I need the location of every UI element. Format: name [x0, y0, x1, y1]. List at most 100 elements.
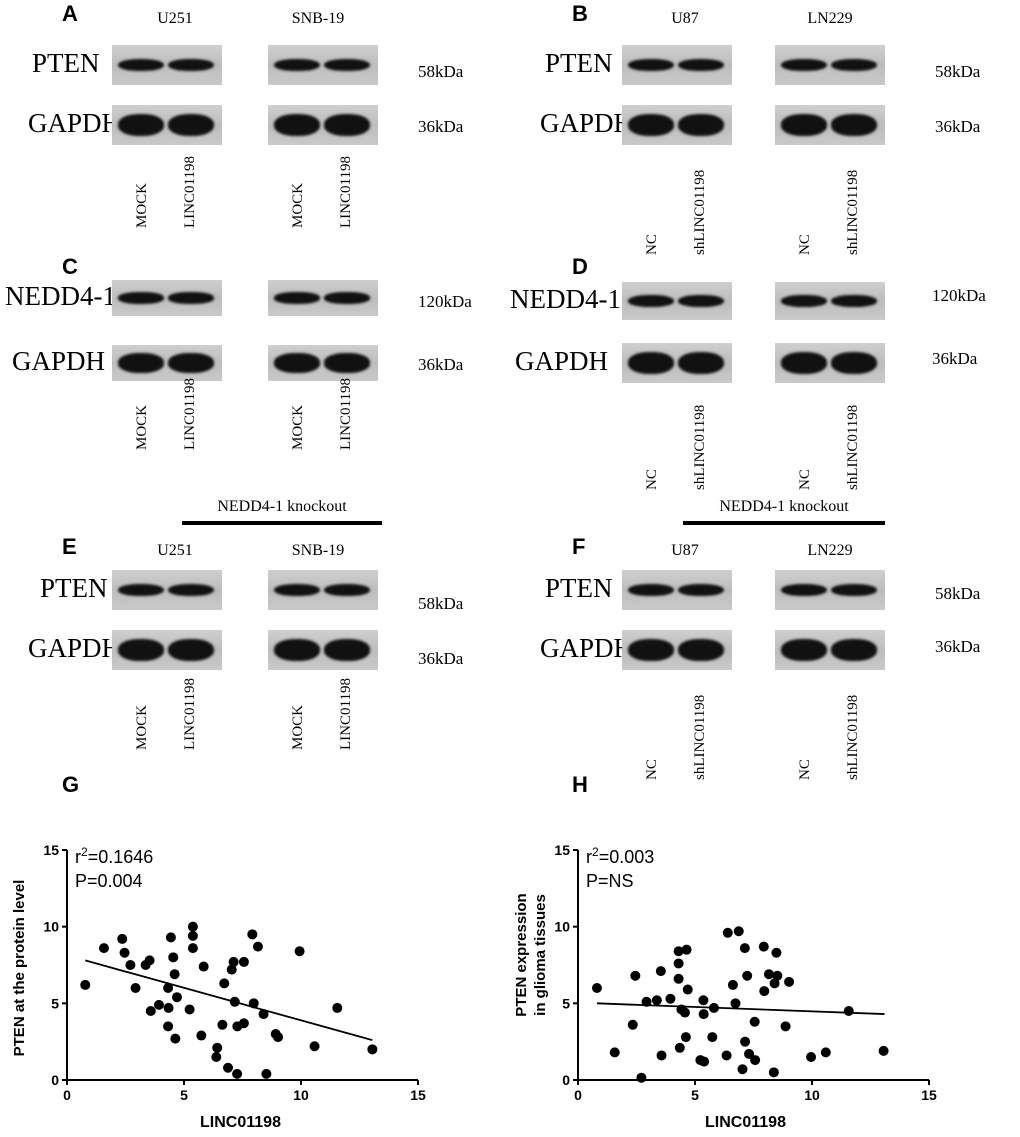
- data-point: [749, 1016, 760, 1027]
- protein-band: [628, 294, 674, 308]
- data-point: [737, 1064, 748, 1075]
- x-tick-label: 5: [691, 1087, 699, 1103]
- data-point: [228, 956, 239, 967]
- data-point: [232, 1068, 243, 1079]
- protein-band: [831, 639, 877, 661]
- cell-line-label: U251: [157, 542, 193, 559]
- data-point: [740, 1036, 751, 1047]
- scatter-chart-G: 0 5 10 15 0 5 10 15 LINC01198 PTEN at the protein…: [11, 842, 426, 1131]
- data-point: [730, 998, 741, 1009]
- data-point: [261, 1068, 272, 1079]
- data-point: [758, 941, 769, 952]
- y-tick-label: 15: [43, 842, 59, 858]
- data-point: [784, 976, 795, 987]
- x-tick-label: 5: [180, 1087, 188, 1103]
- protein-label: GAPDH: [540, 633, 634, 663]
- protein-band: [678, 58, 724, 72]
- protein-band: [678, 639, 724, 661]
- y-tick-label: 10: [43, 919, 59, 935]
- data-point: [698, 1009, 709, 1020]
- data-point: [772, 970, 783, 981]
- protein-band: [118, 58, 164, 72]
- protein-band: [118, 583, 164, 597]
- data-point: [130, 983, 141, 993]
- data-point: [187, 930, 198, 941]
- protein-band: [168, 292, 214, 304]
- panel-label-F: F: [572, 534, 586, 559]
- protein-band: [831, 114, 877, 136]
- p-value-annotation: P=NS: [586, 871, 634, 891]
- data-point: [820, 1047, 831, 1058]
- cell-line-label: U251: [157, 10, 193, 27]
- protein-band: [831, 583, 877, 597]
- protein-label: GAPDH: [515, 346, 609, 376]
- y-tick-label: 5: [51, 995, 59, 1011]
- protein-label: GAPDH: [540, 108, 634, 138]
- protein-band: [168, 114, 214, 136]
- protein-band: [168, 58, 214, 72]
- data-point: [170, 1033, 181, 1044]
- data-point: [168, 952, 179, 963]
- data-point: [673, 973, 684, 984]
- cell-line-label: SNB-19: [291, 10, 345, 27]
- protein-band: [168, 639, 214, 661]
- y-tick-label: 0: [51, 1072, 59, 1088]
- y-axis-title: PTEN expression: [513, 893, 530, 1016]
- data-point: [187, 943, 198, 954]
- y-tick-label: 0: [562, 1072, 570, 1088]
- molecular-weight-label: 36kDa: [935, 637, 981, 656]
- scatter-chart-H: 0 5 10 15 0 5 10 15 LINC01198 PTEN expression in g…: [513, 842, 937, 1131]
- protein-label: PTEN: [32, 48, 100, 78]
- data-point: [630, 970, 641, 981]
- protein-band: [274, 639, 320, 661]
- data-point: [144, 955, 155, 966]
- x-tick-label: 0: [574, 1087, 582, 1103]
- data-point: [744, 1048, 755, 1059]
- data-point: [367, 1044, 378, 1055]
- data-point: [184, 1004, 195, 1015]
- data-point: [769, 978, 780, 989]
- data-point: [196, 1030, 207, 1041]
- data-point: [681, 944, 692, 955]
- cell-line-label: LN229: [807, 10, 853, 27]
- protein-band: [324, 583, 370, 597]
- data-point: [636, 1072, 647, 1083]
- data-point: [878, 1045, 889, 1056]
- protein-label: PTEN: [40, 573, 108, 603]
- panel-label-G: G: [62, 772, 80, 797]
- data-point: [217, 1019, 228, 1030]
- r-squared-annotation: r2=0.003: [586, 845, 654, 867]
- x-axis-title: LINC01198: [705, 1114, 786, 1131]
- data-point: [707, 1032, 718, 1043]
- data-point: [742, 970, 753, 981]
- data-point: [759, 986, 770, 997]
- data-point: [699, 1056, 710, 1067]
- protein-band: [324, 58, 370, 72]
- data-point: [655, 966, 666, 977]
- panel-label-A: A: [62, 1, 78, 26]
- data-point: [733, 926, 744, 937]
- data-point: [258, 1009, 269, 1020]
- protein-band: [274, 583, 320, 597]
- data-point: [153, 999, 164, 1010]
- data-point: [163, 983, 174, 993]
- molecular-weight-label: 58kDa: [418, 594, 464, 613]
- data-point: [739, 943, 750, 954]
- data-point: [229, 996, 240, 1007]
- p-value-annotation: P=0.004: [75, 871, 143, 891]
- data-point: [665, 993, 676, 1004]
- protein-band: [678, 294, 724, 308]
- y-tick-label: 5: [562, 995, 570, 1011]
- data-point: [768, 1067, 779, 1078]
- data-point: [211, 1052, 222, 1062]
- data-point: [680, 1032, 691, 1043]
- cell-line-label: LN229: [807, 542, 853, 559]
- data-point: [682, 984, 693, 995]
- data-point: [591, 983, 602, 993]
- protein-band: [168, 583, 214, 597]
- protein-band: [831, 294, 877, 308]
- protein-band: [118, 114, 164, 136]
- data-point: [763, 969, 774, 980]
- data-point: [721, 1050, 732, 1061]
